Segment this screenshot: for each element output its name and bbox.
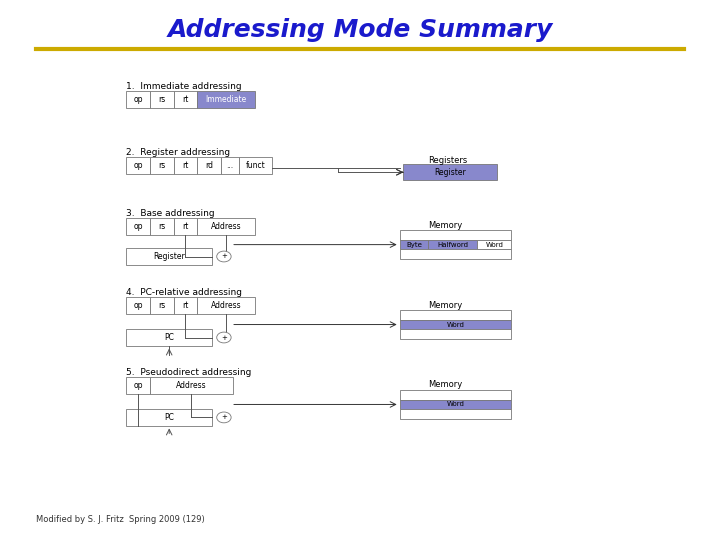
FancyBboxPatch shape [150,157,174,174]
Text: op: op [133,222,143,231]
Text: Address: Address [176,381,207,390]
FancyBboxPatch shape [400,409,511,419]
Text: Address: Address [211,222,241,231]
Text: 2.  Register addressing: 2. Register addressing [126,148,230,157]
Text: Immediate: Immediate [205,95,247,104]
FancyBboxPatch shape [197,157,221,174]
Text: PC: PC [164,413,174,422]
FancyBboxPatch shape [400,400,511,409]
Circle shape [217,412,231,423]
Text: Word: Word [485,241,503,248]
FancyBboxPatch shape [400,320,511,329]
Text: Word: Word [446,321,464,328]
FancyBboxPatch shape [477,240,511,249]
FancyBboxPatch shape [174,297,197,314]
FancyBboxPatch shape [239,157,272,174]
Text: rs: rs [158,301,166,310]
FancyBboxPatch shape [221,157,239,174]
FancyBboxPatch shape [150,91,174,108]
Text: Address: Address [211,301,241,310]
FancyBboxPatch shape [174,218,197,235]
Text: rs: rs [158,222,166,231]
FancyBboxPatch shape [197,91,255,108]
FancyBboxPatch shape [197,297,255,314]
Text: 4.  PC-relative addressing: 4. PC-relative addressing [126,288,242,297]
Text: Word: Word [446,401,464,408]
FancyBboxPatch shape [400,240,428,249]
FancyBboxPatch shape [150,377,233,394]
FancyBboxPatch shape [150,297,174,314]
Text: Register: Register [434,168,466,177]
Text: Memory: Memory [428,221,463,230]
Text: op: op [133,301,143,310]
Text: funct: funct [246,161,266,170]
FancyBboxPatch shape [403,164,497,180]
Text: Modified by S. J. Fritz  Spring 2009 (129): Modified by S. J. Fritz Spring 2009 (129… [36,515,204,524]
FancyBboxPatch shape [400,390,511,400]
FancyBboxPatch shape [400,230,511,240]
Text: rs: rs [158,95,166,104]
FancyBboxPatch shape [126,329,212,346]
Text: Addressing Mode Summary: Addressing Mode Summary [167,18,553,42]
FancyBboxPatch shape [174,91,197,108]
Text: rt: rt [182,301,189,310]
FancyBboxPatch shape [126,248,212,265]
Text: +: + [221,253,227,260]
Text: Byte: Byte [406,241,422,248]
FancyBboxPatch shape [126,91,150,108]
FancyBboxPatch shape [126,157,150,174]
FancyBboxPatch shape [126,297,150,314]
FancyBboxPatch shape [126,409,212,426]
Text: 3.  Base addressing: 3. Base addressing [126,209,215,218]
FancyBboxPatch shape [126,218,150,235]
FancyBboxPatch shape [400,249,511,259]
Text: +: + [221,334,227,341]
Text: rt: rt [182,222,189,231]
Text: Memory: Memory [428,301,463,309]
Text: +: + [221,414,227,421]
Text: ...: ... [227,161,233,170]
Text: op: op [133,381,143,390]
Circle shape [217,251,231,262]
Text: rs: rs [158,161,166,170]
FancyBboxPatch shape [400,310,511,320]
Text: Memory: Memory [428,380,463,389]
Text: 1.  Immediate addressing: 1. Immediate addressing [126,82,242,91]
FancyBboxPatch shape [150,218,174,235]
Text: Registers: Registers [428,156,468,165]
Text: op: op [133,95,143,104]
FancyBboxPatch shape [174,157,197,174]
FancyBboxPatch shape [197,218,255,235]
Text: rd: rd [205,161,213,170]
FancyBboxPatch shape [400,329,511,339]
Text: PC: PC [164,333,174,342]
FancyBboxPatch shape [126,377,150,394]
Text: 5.  Pseudodirect addressing: 5. Pseudodirect addressing [126,368,251,377]
Text: rt: rt [182,95,189,104]
Circle shape [217,332,231,343]
Text: rt: rt [182,161,189,170]
FancyBboxPatch shape [428,240,477,249]
Text: Halfword: Halfword [437,241,469,248]
Text: op: op [133,161,143,170]
Text: Register: Register [153,252,185,261]
